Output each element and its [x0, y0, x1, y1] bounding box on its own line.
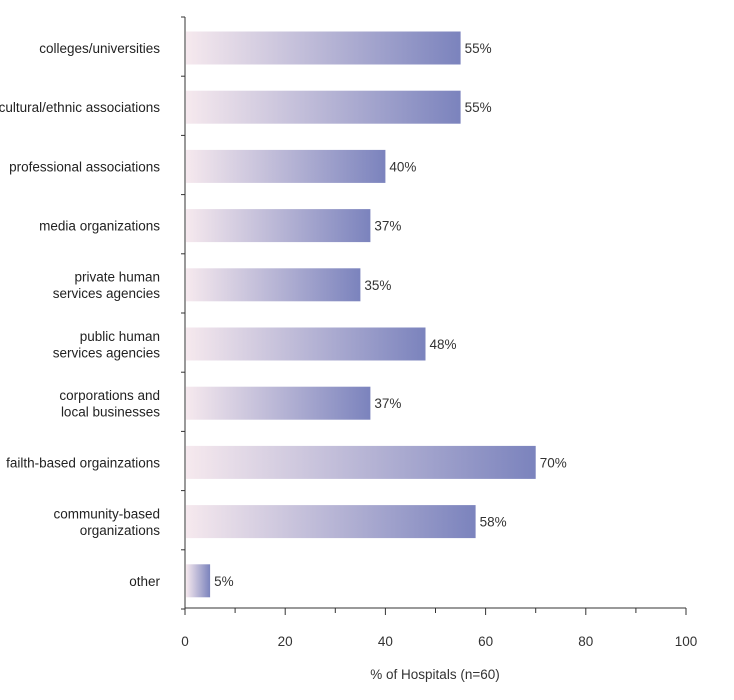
bar [186, 327, 426, 361]
category-label-line: media organizations [39, 219, 160, 234]
category-label: public human services agencies [53, 329, 161, 361]
category-label-line: organizations [80, 523, 161, 538]
category-label: media organizations [39, 219, 160, 234]
category-label: private human services agencies [53, 270, 161, 302]
x-tick-label: 20 [278, 634, 293, 649]
category-label: community-based organizations [53, 506, 160, 538]
category-label-line: community-based [53, 506, 160, 521]
bar [186, 386, 371, 420]
bar [186, 445, 536, 479]
bar [186, 209, 371, 243]
bar [186, 90, 461, 124]
bar [186, 505, 476, 539]
x-tick-label: 100 [675, 634, 698, 649]
data-label: 37% [374, 396, 401, 411]
category-label-line: services agencies [53, 345, 161, 360]
bar [186, 31, 461, 65]
category-label-line: other [129, 574, 160, 589]
category-label-line: private human [74, 270, 160, 285]
category-label: failth-based orgainzations [6, 455, 160, 470]
category-label-line: local businesses [61, 405, 160, 420]
x-tick-label: 80 [578, 634, 593, 649]
axes-group: 0 20 40 60 80 100 [181, 16, 698, 649]
data-label: 55% [465, 100, 492, 115]
data-label: 37% [374, 219, 401, 234]
x-tick-label: 40 [378, 634, 393, 649]
category-label-line: services agencies [53, 286, 161, 301]
data-label: 70% [540, 455, 567, 470]
category-label-line: public human [80, 329, 160, 344]
data-label: 48% [430, 337, 457, 352]
category-label-line: professional associations [9, 159, 160, 174]
data-label: 5% [214, 574, 234, 589]
bar [186, 149, 386, 183]
bars-group: 55% colleges/universities 55% cultural/ethn… [0, 31, 567, 598]
category-label: cultural/ethnic associations [0, 100, 160, 115]
category-label: colleges/universities [39, 41, 160, 56]
category-label-line: failth-based orgainzations [6, 455, 160, 470]
data-label: 55% [465, 41, 492, 56]
category-label: other [129, 574, 160, 589]
bar [186, 268, 361, 302]
bar [186, 564, 211, 598]
data-label: 40% [389, 159, 416, 174]
x-axis-title: % of Hospitals (n=60) [370, 667, 499, 682]
data-label: 58% [480, 515, 507, 530]
x-tick-label: 60 [478, 634, 493, 649]
x-tick-label: 0 [181, 634, 189, 649]
data-label: 35% [364, 278, 391, 293]
category-label: professional associations [9, 159, 160, 174]
category-label: corporations and local businesses [59, 388, 160, 420]
category-label-line: cultural/ethnic associations [0, 100, 160, 115]
category-label-line: colleges/universities [39, 41, 160, 56]
category-label-line: corporations and [59, 388, 160, 403]
